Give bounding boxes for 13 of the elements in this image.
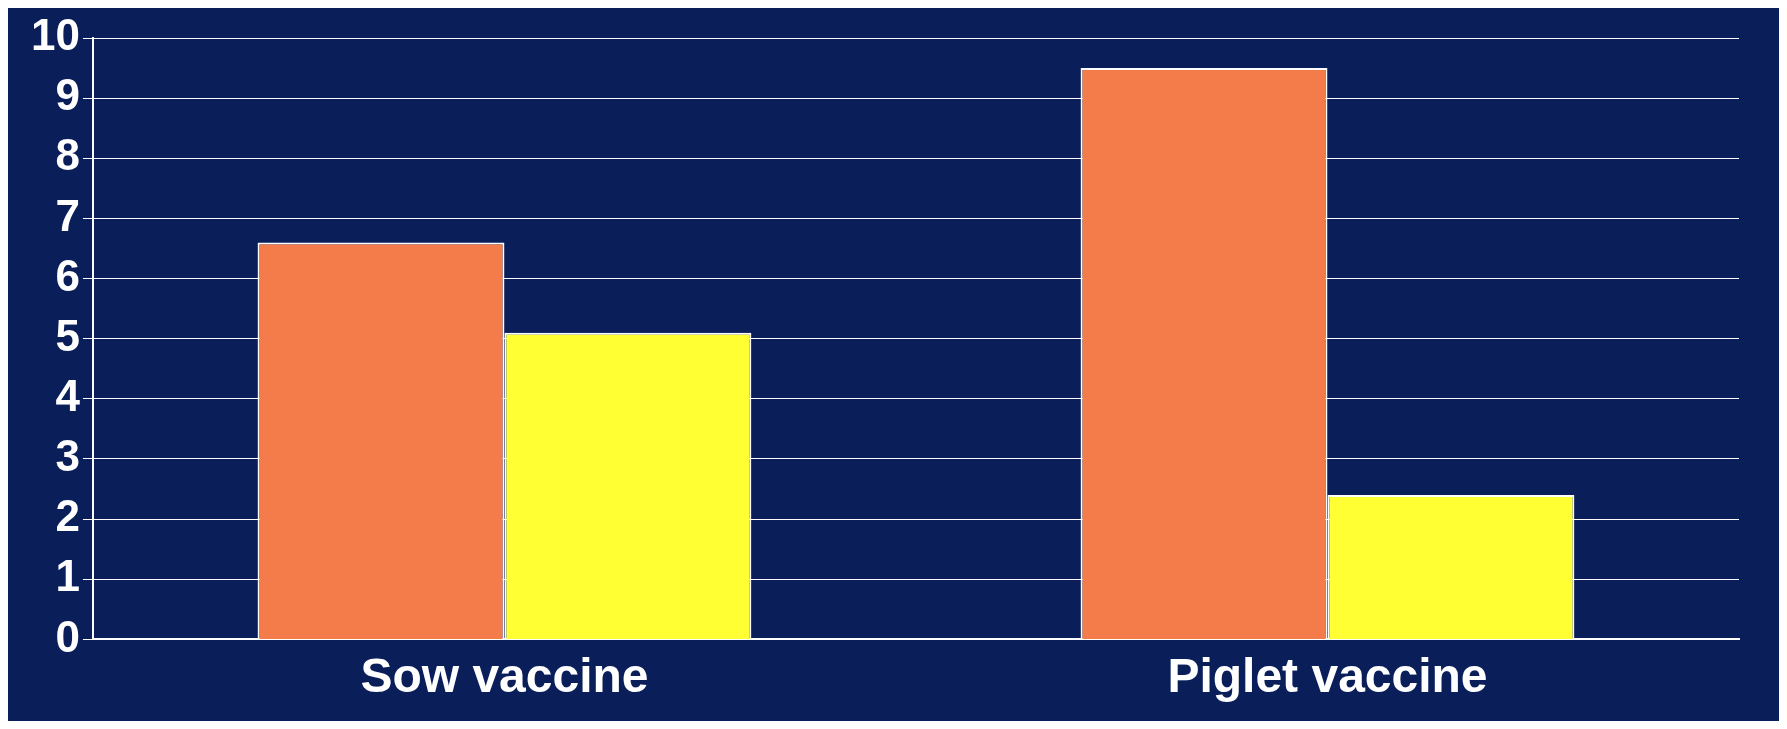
y-tick-label: 1	[55, 551, 80, 601]
y-tick-label: 10	[30, 10, 80, 60]
y-tick-label: 5	[55, 310, 80, 360]
y-tick-label: 3	[55, 431, 80, 481]
y-tick-label: 8	[55, 130, 80, 180]
x-tick-label: Sow vaccine	[360, 649, 649, 703]
y-tick-label: 7	[55, 190, 80, 240]
y-tick-label: 2	[55, 491, 80, 541]
y-tick-label: 0	[55, 611, 80, 661]
x-tick-label: Piglet vaccine	[1167, 649, 1488, 703]
y-tick-label: 9	[55, 70, 80, 120]
y-tick-label: 6	[55, 250, 80, 300]
y-tick-label: 4	[55, 370, 81, 420]
